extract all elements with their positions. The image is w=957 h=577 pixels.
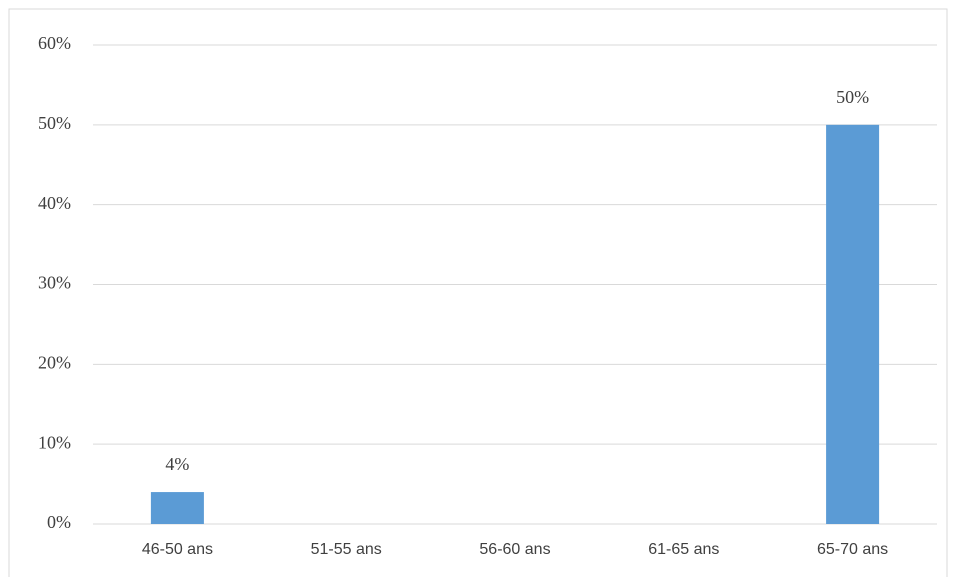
y-tick-label: 60% — [38, 33, 71, 53]
x-tick-label: 61-65 ans — [648, 541, 719, 558]
x-tick-label: 56-60 ans — [479, 541, 550, 558]
bar — [150, 492, 204, 524]
x-tick-label: 51-55 ans — [311, 541, 382, 558]
y-tick-label: 40% — [38, 193, 71, 213]
x-tick-label: 65-70 ans — [817, 541, 888, 558]
y-tick-label: 10% — [38, 432, 71, 452]
bar — [826, 124, 880, 524]
y-tick-label: 0% — [47, 512, 71, 532]
y-tick-label: 30% — [38, 273, 71, 293]
y-tick-label: 20% — [38, 352, 71, 372]
x-tick-label: 46-50 ans — [142, 541, 213, 558]
y-tick-label: 50% — [38, 113, 71, 133]
chart-border — [8, 8, 948, 577]
data-label: 4% — [165, 454, 189, 474]
data-label: 50% — [836, 87, 869, 107]
